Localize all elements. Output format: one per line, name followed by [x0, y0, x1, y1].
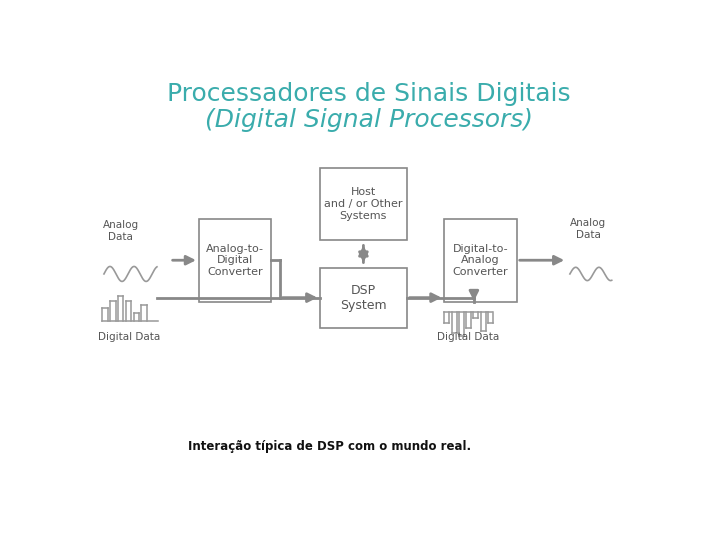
Text: Analog-to-
Digital
Converter: Analog-to- Digital Converter [206, 244, 264, 277]
Text: Host
and / or Other
Systems: Host and / or Other Systems [324, 187, 402, 221]
Text: Interação típica de DSP com o mundo real.: Interação típica de DSP com o mundo real… [188, 440, 471, 453]
Bar [199, 219, 271, 302]
Text: DSP
System: DSP System [340, 284, 387, 312]
Text: Analog
Data: Analog Data [570, 218, 606, 240]
Text: Digital-to-
Analog
Converter: Digital-to- Analog Converter [453, 244, 508, 277]
Text: Digital Data: Digital Data [98, 332, 160, 342]
Bar [320, 267, 407, 328]
Text: (Digital Signal Processors): (Digital Signal Processors) [205, 107, 533, 132]
Text: Processadores de Sinais Digitais: Processadores de Sinais Digitais [167, 82, 571, 106]
Text: Digital Data: Digital Data [437, 332, 500, 342]
Bar [444, 219, 517, 302]
Bar [320, 168, 407, 240]
Text: Analog
Data: Analog Data [103, 220, 139, 242]
